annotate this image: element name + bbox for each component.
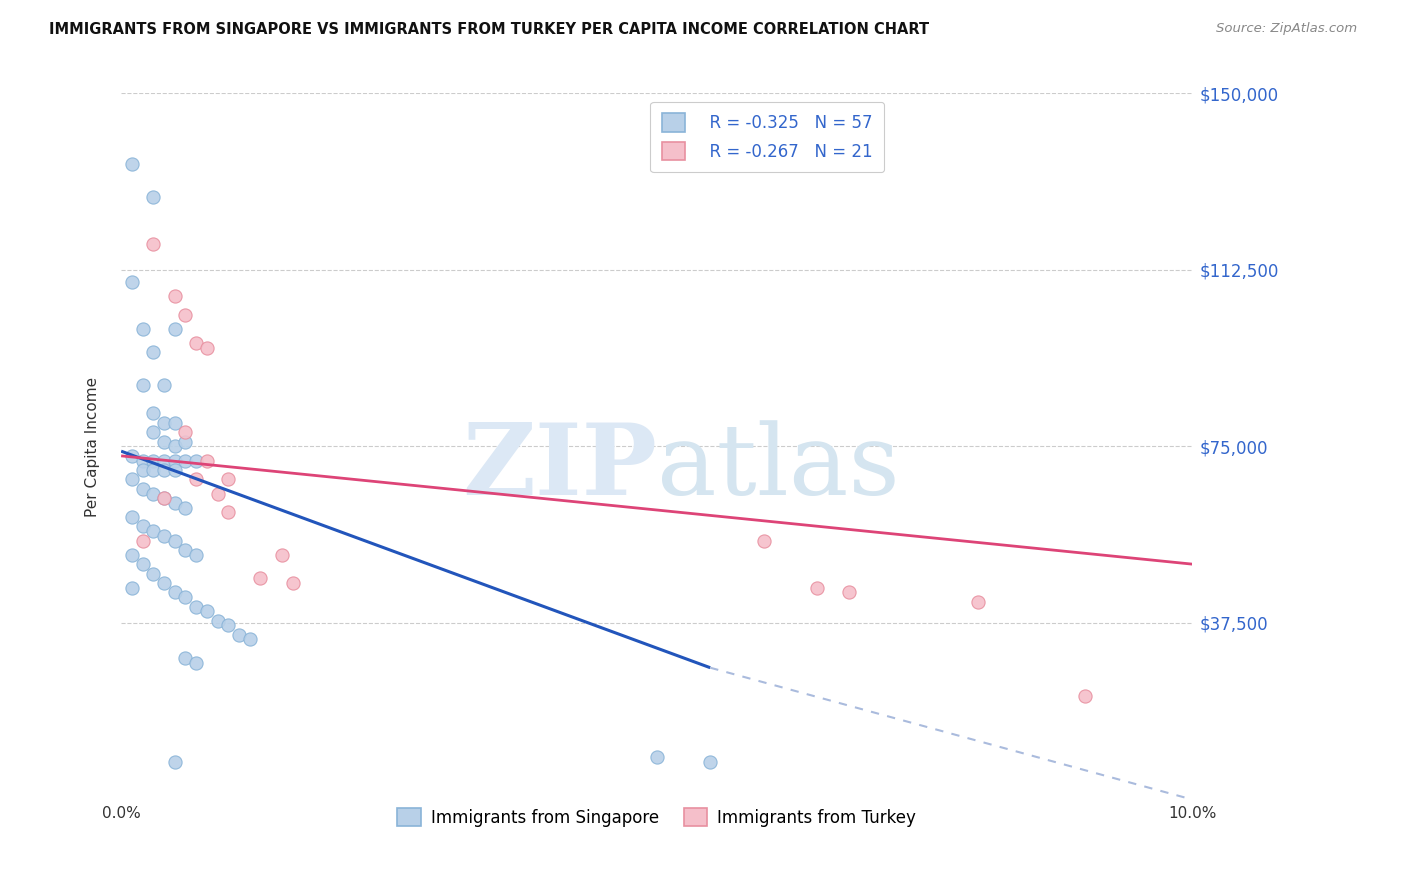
Point — [131, 378, 153, 392]
Point — [163, 755, 186, 769]
Point — [163, 289, 186, 303]
Point — [142, 524, 165, 538]
Point — [1074, 689, 1097, 703]
Point — [174, 425, 197, 440]
Point — [131, 482, 153, 496]
Y-axis label: Per Capita Income: Per Capita Income — [86, 376, 100, 516]
Point — [121, 275, 143, 289]
Point — [699, 755, 721, 769]
Point — [838, 585, 860, 599]
Point — [184, 548, 207, 562]
Point — [228, 628, 250, 642]
Point — [163, 453, 186, 467]
Point — [163, 585, 186, 599]
Point — [153, 491, 176, 506]
Point — [163, 439, 186, 453]
Point — [153, 529, 176, 543]
Point — [131, 557, 153, 571]
Point — [153, 434, 176, 449]
Point — [131, 533, 153, 548]
Point — [121, 581, 143, 595]
Point — [163, 496, 186, 510]
Text: ZIP: ZIP — [461, 419, 657, 516]
Point — [142, 463, 165, 477]
Point — [142, 453, 165, 467]
Point — [142, 190, 165, 204]
Point — [184, 656, 207, 670]
Legend: Immigrants from Singapore, Immigrants from Turkey: Immigrants from Singapore, Immigrants fr… — [391, 802, 922, 833]
Point — [281, 576, 304, 591]
Point — [752, 533, 775, 548]
Point — [163, 416, 186, 430]
Point — [174, 453, 197, 467]
Point — [121, 157, 143, 171]
Point — [195, 341, 218, 355]
Point — [153, 453, 176, 467]
Point — [142, 566, 165, 581]
Point — [121, 548, 143, 562]
Point — [174, 543, 197, 558]
Point — [131, 453, 153, 467]
Point — [163, 322, 186, 336]
Point — [174, 651, 197, 665]
Point — [121, 472, 143, 486]
Point — [142, 237, 165, 252]
Text: atlas: atlas — [657, 420, 900, 516]
Point — [270, 548, 292, 562]
Text: IMMIGRANTS FROM SINGAPORE VS IMMIGRANTS FROM TURKEY PER CAPITA INCOME CORRELATIO: IMMIGRANTS FROM SINGAPORE VS IMMIGRANTS … — [49, 22, 929, 37]
Point — [195, 604, 218, 618]
Point — [184, 472, 207, 486]
Point — [184, 335, 207, 350]
Point — [142, 407, 165, 421]
Point — [239, 632, 262, 647]
Point — [174, 434, 197, 449]
Point — [174, 308, 197, 322]
Point — [153, 416, 176, 430]
Point — [806, 581, 828, 595]
Point — [207, 486, 229, 500]
Point — [121, 449, 143, 463]
Point — [217, 505, 239, 519]
Point — [142, 425, 165, 440]
Point — [142, 345, 165, 359]
Point — [153, 491, 176, 506]
Text: Source: ZipAtlas.com: Source: ZipAtlas.com — [1216, 22, 1357, 36]
Point — [153, 378, 176, 392]
Point — [249, 571, 271, 585]
Point — [153, 576, 176, 591]
Point — [174, 590, 197, 604]
Point — [184, 453, 207, 467]
Point — [131, 322, 153, 336]
Point — [131, 463, 153, 477]
Point — [645, 750, 668, 764]
Point — [217, 472, 239, 486]
Point — [967, 595, 990, 609]
Point — [142, 486, 165, 500]
Point — [163, 463, 186, 477]
Point — [131, 519, 153, 533]
Point — [207, 614, 229, 628]
Point — [163, 533, 186, 548]
Point — [121, 510, 143, 524]
Point — [195, 453, 218, 467]
Point — [174, 500, 197, 515]
Point — [184, 599, 207, 614]
Point — [153, 463, 176, 477]
Point — [217, 618, 239, 632]
